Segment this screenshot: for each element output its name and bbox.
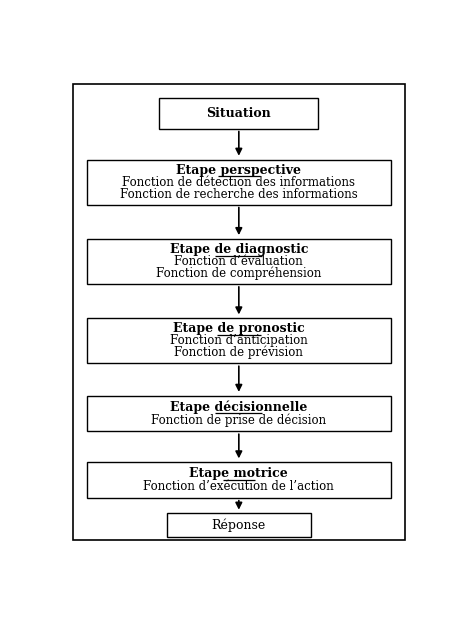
Text: Etape décisionnelle: Etape décisionnelle	[170, 400, 308, 414]
Text: Etape de pronostic: Etape de pronostic	[173, 323, 305, 336]
FancyBboxPatch shape	[159, 97, 318, 129]
FancyBboxPatch shape	[87, 395, 391, 431]
Text: Réponse: Réponse	[212, 518, 266, 532]
FancyBboxPatch shape	[87, 462, 391, 498]
Text: Fonction d’évaluation: Fonction d’évaluation	[174, 255, 303, 268]
Text: Fonction de prévision: Fonction de prévision	[174, 346, 303, 360]
Text: Etape de diagnostic: Etape de diagnostic	[170, 243, 308, 256]
Text: Fonction de prise de décision: Fonction de prise de décision	[151, 413, 326, 427]
FancyBboxPatch shape	[87, 239, 391, 284]
Text: Etape motrice: Etape motrice	[190, 467, 288, 480]
Text: Fonction de compréhension: Fonction de compréhension	[156, 267, 322, 280]
Text: Situation: Situation	[206, 107, 271, 120]
Text: Fonction de détection des informations: Fonction de détection des informations	[122, 176, 356, 189]
FancyBboxPatch shape	[73, 83, 405, 540]
FancyBboxPatch shape	[167, 513, 311, 537]
FancyBboxPatch shape	[87, 160, 391, 205]
Text: Etape perspective: Etape perspective	[176, 164, 302, 176]
FancyBboxPatch shape	[87, 318, 391, 363]
Text: Fonction d’exécution de l’action: Fonction d’exécution de l’action	[144, 480, 334, 493]
Text: Fonction d’anticipation: Fonction d’anticipation	[170, 334, 308, 347]
Text: Fonction de recherche des informations: Fonction de recherche des informations	[120, 188, 358, 201]
